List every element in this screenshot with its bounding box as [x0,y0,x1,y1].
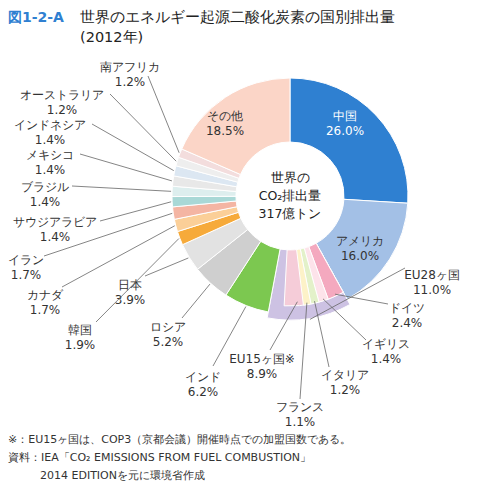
slice-label: サウジアラビア [13,215,97,229]
slice-label: EU28ヶ国 [404,268,460,282]
slice-label: ロシア [150,320,186,334]
value-label: 5.2% [153,335,184,349]
value-label: 1.4% [40,230,71,244]
slice [172,196,236,207]
labels: 中国26.0% アメリカ16.0% EU28ヶ国11.0% インド6.2% ロシア5.2… [8,60,460,429]
slice [267,243,350,320]
value-label: 1.4% [35,133,66,147]
value-label: 1.1% [285,415,316,429]
value-label: 3.9% [115,293,146,307]
note: ※：EU15ヶ国は、COP3（京都会議）開催時点での加盟国数である。 [8,433,351,446]
sub-group-slice [284,243,343,306]
breakdown-label: イギリス [362,337,410,351]
value-label: 1.4% [371,352,402,366]
value-label: 26.0% [326,124,364,138]
slice-label: 韓国 [68,323,92,337]
value-label: 1.4% [35,163,66,177]
leader-line [100,202,171,221]
value-label: 1.2% [115,75,146,89]
leader-line [80,154,172,181]
leader-line [148,76,179,153]
center-label: CO₂排出量 [259,188,322,203]
leader-line [270,302,297,350]
leader-line [145,258,188,276]
slice-label: 南アフリカ [100,60,160,74]
figure-label: 図1-2-A [8,9,64,25]
leader-line [300,303,307,399]
breakdown-label: イタリア [321,368,369,382]
value-label: 1.2% [330,383,361,397]
page: {"chart_data": { "type": "pie", "figure_… [0,0,481,500]
subtitle: (2012年) [80,29,143,45]
center-hole [237,143,343,249]
slice-label: 中国 [333,109,357,123]
value-label: 6.2% [188,385,219,399]
leader-line [110,94,176,161]
value-label: 2.4% [392,316,423,330]
leader-line [323,299,366,340]
value-label: 11.0% [413,283,451,297]
value-label: 1.9% [65,338,96,352]
value-label: 1.7% [11,268,42,282]
value-label: 8.9% [247,367,278,381]
leader-line [96,239,179,322]
note: 資料：IEA「CO₂ EMISSIONS FROM FUEL COMBUSTIO… [8,451,311,464]
leader-line [335,294,388,304]
slice-label: オーストラリア [20,88,104,102]
slice-label: アメリカ [336,234,384,248]
sub-group-label: EU15ヶ国※ [229,352,295,366]
slice-label: イラン [8,253,44,267]
breakdown-label: ドイツ [389,301,425,315]
leader-line [315,301,329,367]
center-label: 317億トン [259,206,322,221]
slice-label: ブラジル [21,180,69,194]
value-label: 18.5% [206,124,244,138]
leader-line [182,284,210,318]
slice-label: カナダ [27,288,64,302]
value-label: 1.2% [47,103,78,117]
breakdown-slice [297,249,311,305]
title: 世界のエネルギー起源二酸化炭素の国別排出量 [80,9,395,25]
slice-label: 日本 [118,278,142,292]
slice-label: メキシコ [26,148,74,162]
leader-line [72,186,171,191]
slice-label: インド [185,370,221,384]
center-label: 世界の [271,170,310,185]
value-label: 1.7% [30,303,61,317]
leader-line [62,226,175,287]
slice-label: インドネシア [14,118,86,132]
chart: 図1-2-A 世界のエネルギー起源二酸化炭素の国別排出量 (2012年) 中国26.0… [0,0,481,500]
slice-label: その他 [207,109,243,123]
leader-line [92,124,174,171]
value-label: 1.4% [30,195,61,209]
slices [172,78,408,320]
breakdown-label: フランス [276,400,324,414]
note: 2014 EDITIONを元に環境省作成 [40,469,205,482]
value-label: 16.0% [341,249,379,263]
